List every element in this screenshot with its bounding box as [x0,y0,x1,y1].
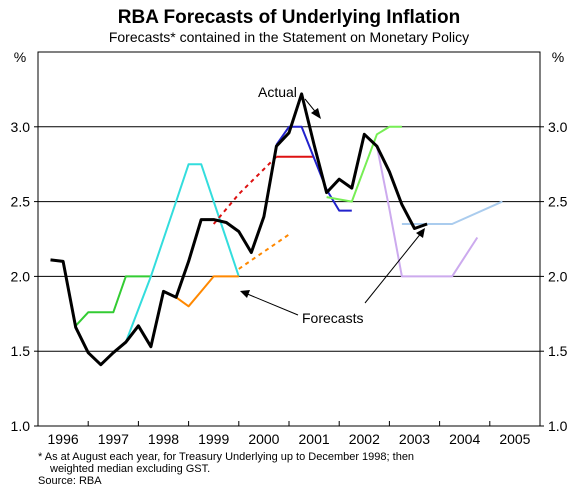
x-tick-label: 1999 [198,431,229,447]
y-tick-label-right: 1.5 [548,343,568,359]
x-tick-label: 1996 [48,431,79,447]
y-tick-label-left: 1.0 [11,418,31,434]
x-tick-label: 2004 [449,431,480,447]
y-tick-label-left: 1.5 [11,343,31,359]
footnote-line-1: * As at August each year, for Treasury U… [38,451,415,463]
source-note: Source: RBA [38,475,102,487]
series-forecast-line [401,200,503,225]
series-forecast-line [74,275,151,327]
plot-frame [37,51,541,427]
annotation-forecasts-label: Forecasts [302,310,363,326]
y-axis-unit-left: % [14,49,26,65]
x-tick-label: 1997 [98,431,129,447]
y-tick-label-right: 2.5 [548,194,568,210]
chart-title: RBA Forecasts of Underlying Inflation [118,7,460,28]
footnote-line-2: weighted median excluding GST. [50,463,211,475]
y-tick-label-right: 2.0 [548,268,568,284]
y-tick-label-right: 1.0 [548,418,568,434]
series-forecast-line [238,233,290,270]
series-forecast-line [375,146,479,278]
y-tick-label-left: 3.0 [11,119,31,135]
x-tick-label: 2005 [499,431,530,447]
series-forecast-line [275,125,352,212]
series-forecast-line [175,275,239,308]
series-actual-line [50,92,428,367]
annotation-forecasts-arrow-right [364,231,423,304]
series-forecast-line [326,125,402,203]
annotation-actual-label: Actual [258,84,297,100]
y-tick-label-left: 2.0 [11,268,31,284]
annotation-forecasts-arrowhead-right [416,228,425,238]
x-tick-label: 2001 [299,431,330,447]
annotation-forecasts-arrow-left [244,292,299,316]
annotation-actual-arrowhead [311,108,321,119]
series-layer [50,92,503,367]
annotation-forecasts: Forecasts [240,228,425,326]
grid [38,126,540,352]
chart-subtitle: Forecasts* contained in the Statement on… [109,29,469,45]
x-tick-label: 2003 [399,431,430,447]
series-forecast-line [124,163,240,343]
y-tick-label-left: 2.5 [11,194,31,210]
y-tick-label-right: 3.0 [548,119,568,135]
x-tick-label: 2002 [349,431,380,447]
annotation-forecasts-arrowhead-left [240,290,250,298]
x-tick-label: 1998 [148,431,179,447]
series-forecast-line [212,155,278,225]
y-axis: 1.0 1.0 1.5 1.5 2.0 2.0 2.5 2.5 3.0 3.0 [11,119,568,434]
x-tick-label: 2000 [248,431,279,447]
y-axis-unit-right: % [552,49,564,65]
x-axis: 1996 1997 1998 1999 2000 2001 2002 2003 2004 2005 [37,421,541,447]
annotation-actual: Actual [258,84,321,119]
